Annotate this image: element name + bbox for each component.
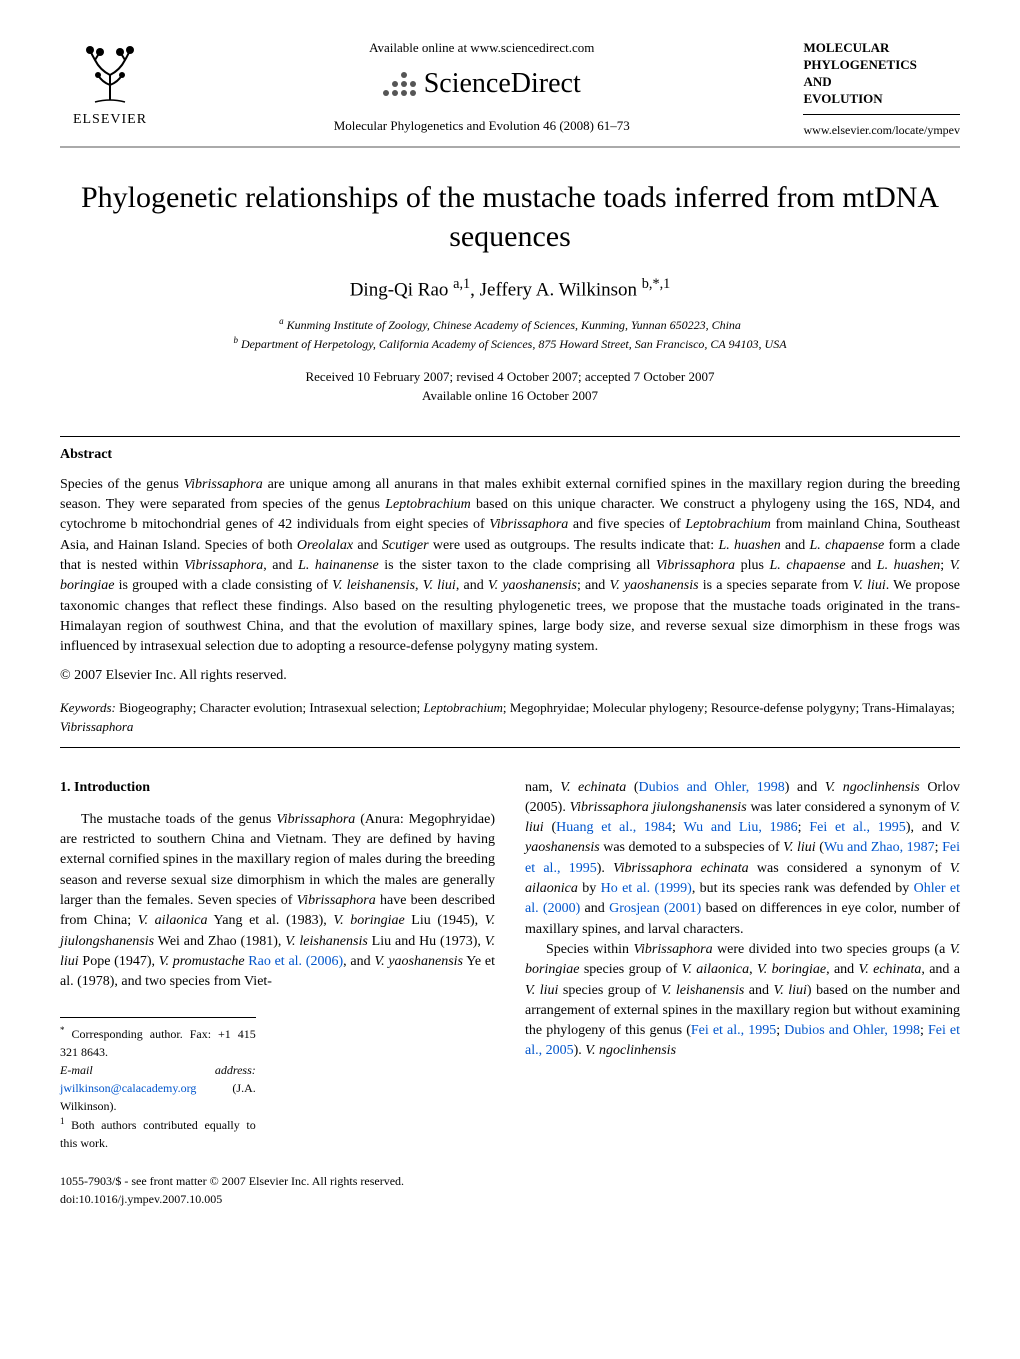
article-title: Phylogenetic relationships of the mustac… — [60, 178, 960, 256]
elsevier-logo: ELSEVIER — [60, 40, 160, 128]
affiliations: a Kunming Institute of Zoology, Chinese … — [60, 315, 960, 353]
header-rule — [60, 146, 960, 148]
journal-logo-line1: MOLECULAR — [803, 40, 953, 57]
footer-meta: 1055-7903/$ - see front matter © 2007 El… — [60, 1172, 495, 1208]
journal-url: www.elsevier.com/locate/ympev — [803, 123, 960, 138]
authors: Ding-Qi Rao a,1, Jeffery A. Wilkinson b,… — [60, 276, 960, 301]
abstract-heading: Abstract — [60, 447, 960, 463]
keywords-text: Biogeography; Character evolution; Intra… — [60, 700, 955, 735]
footnote-corresponding: * Corresponding author. Fax: +1 415 321 … — [60, 1024, 256, 1061]
header-row: ELSEVIER Available online at www.science… — [60, 40, 960, 138]
journal-citation: Molecular Phylogenetics and Evolution 46… — [160, 118, 803, 134]
keywords-label: Keywords: — [60, 700, 116, 715]
header-center: Available online at www.sciencedirect.co… — [160, 40, 803, 134]
journal-logo-line2: PHYLOGENETICS — [803, 57, 953, 74]
footnote-contrib: 1 Both authors contributed equally to th… — [60, 1115, 256, 1152]
journal-logo-line4: EVOLUTION — [803, 91, 953, 108]
sciencedirect-dots-icon — [383, 72, 416, 96]
elsevier-tree-icon — [70, 40, 150, 110]
journal-logo-box: MOLECULAR PHYLOGENETICS AND EVOLUTION ww… — [803, 40, 960, 138]
abstract-top-rule — [60, 436, 960, 437]
date-received: Received 10 February 2007; revised 4 Oct… — [60, 367, 960, 387]
intro-col2-p1: nam, V. echinata (Dubios and Ohler, 1998… — [525, 778, 960, 940]
sciencedirect-logo: ScienceDirect — [160, 68, 803, 100]
front-matter: 1055-7903/$ - see front matter © 2007 El… — [60, 1172, 495, 1190]
column-right: nam, V. echinata (Dubios and Ohler, 1998… — [525, 778, 960, 1208]
column-left: 1. Introduction The mustache toads of th… — [60, 778, 495, 1208]
available-online-text: Available online at www.sciencedirect.co… — [160, 40, 803, 56]
sciencedirect-text: ScienceDirect — [424, 68, 581, 100]
intro-heading: 1. Introduction — [60, 778, 495, 798]
affiliation-b: b Department of Herpetology, California … — [60, 334, 960, 353]
affiliation-a: a Kunming Institute of Zoology, Chinese … — [60, 315, 960, 334]
intro-col2-p2: Species within Vibrissaphora were divide… — [525, 940, 960, 1062]
journal-logo: MOLECULAR PHYLOGENETICS AND EVOLUTION — [803, 40, 953, 108]
intro-col1-p1: The mustache toads of the genus Vibrissa… — [60, 810, 495, 993]
elsevier-logo-text: ELSEVIER — [73, 112, 147, 128]
footnote-email: E-mail address: jwilkinson@calacademy.or… — [60, 1061, 256, 1115]
article-dates: Received 10 February 2007; revised 4 Oct… — [60, 367, 960, 406]
main-columns: 1. Introduction The mustache toads of th… — [60, 778, 960, 1208]
copyright: © 2007 Elsevier Inc. All rights reserved… — [60, 668, 960, 684]
abstract-body: Species of the genus Vibrissaphora are u… — [60, 475, 960, 658]
footnotes: * Corresponding author. Fax: +1 415 321 … — [60, 1017, 256, 1152]
doi: doi:10.1016/j.ympev.2007.10.005 — [60, 1190, 495, 1208]
abstract-bottom-rule — [60, 747, 960, 748]
journal-logo-line3: AND — [803, 74, 953, 91]
keywords: Keywords: Biogeography; Character evolut… — [60, 698, 960, 737]
date-available: Available online 16 October 2007 — [60, 386, 960, 406]
email-link[interactable]: jwilkinson@calacademy.org — [60, 1081, 196, 1095]
